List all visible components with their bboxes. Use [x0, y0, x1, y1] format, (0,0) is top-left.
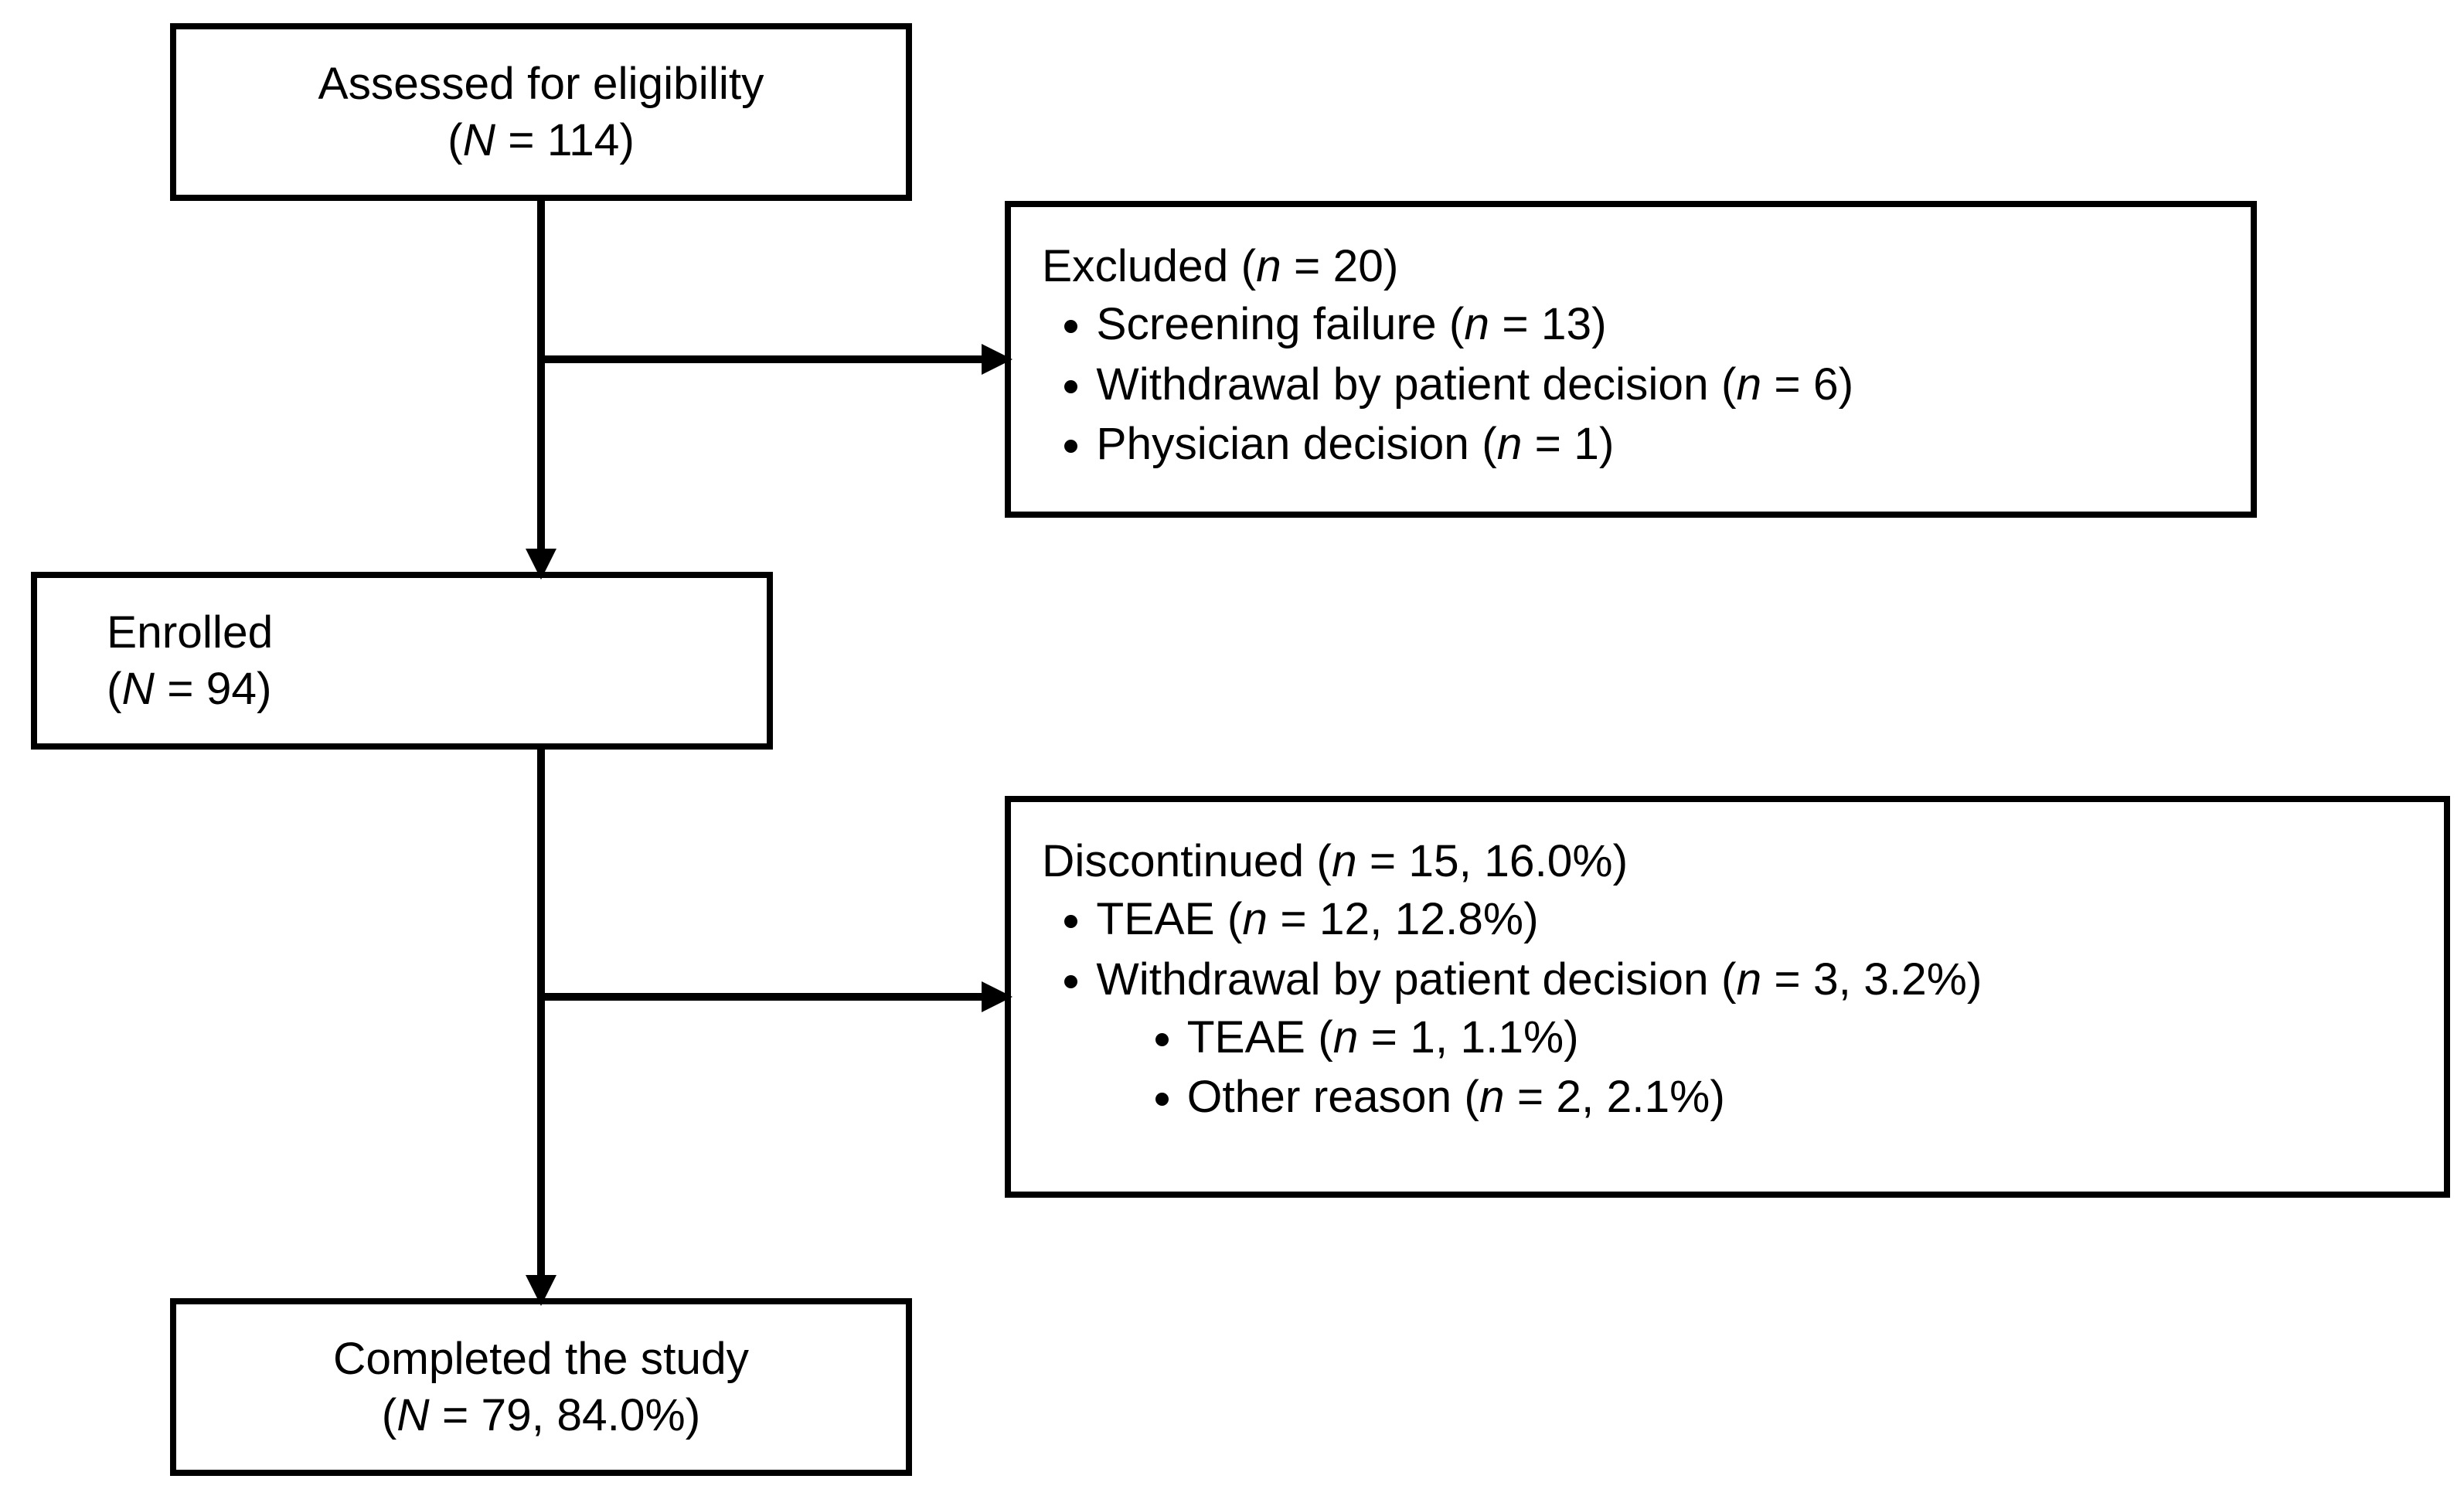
node-excluded: Excluded (n = 20)Screening failure (n = … — [1005, 201, 2257, 518]
bullet-item: Physician decision (n = 1) — [1096, 414, 2220, 474]
node-header: Excluded (n = 20) — [1042, 238, 2220, 294]
node-enrolled: Enrolled(N = 94) — [31, 572, 773, 750]
node-text-line: (N = 79, 84.0%) — [192, 1387, 890, 1443]
node-completed: Completed the study(N = 79, 84.0%) — [170, 1298, 912, 1476]
bullet-sublist: TEAE (n = 1, 1.1%)Other reason (n = 2, 2… — [1096, 1008, 2413, 1127]
node-text-line: (N = 94) — [107, 661, 751, 717]
bullet-subitem: Other reason (n = 2, 2.1%) — [1187, 1067, 2413, 1127]
node-header: Discontinued (n = 15, 16.0%) — [1042, 833, 2413, 889]
node-assessed: Assessed for eligibility(N = 114) — [170, 23, 912, 201]
node-text-line: Assessed for eligibility — [192, 56, 890, 112]
node-text-line: Completed the study — [192, 1331, 890, 1387]
bullet-list: TEAE (n = 12, 12.8%)Withdrawal by patien… — [1042, 889, 2413, 1128]
bullet-subitem: TEAE (n = 1, 1.1%) — [1187, 1008, 2413, 1067]
bullet-item: Withdrawal by patient decision (n = 6) — [1096, 355, 2220, 414]
bullet-item: Screening failure (n = 13) — [1096, 294, 2220, 354]
bullet-item: TEAE (n = 12, 12.8%) — [1096, 889, 2413, 949]
bullet-list: Screening failure (n = 13)Withdrawal by … — [1042, 294, 2220, 474]
flowchart-canvas: Assessed for eligibility(N = 114) Exclude… — [0, 0, 2464, 1496]
node-text-line: (N = 114) — [192, 112, 890, 168]
node-text-line: Enrolled — [107, 604, 751, 661]
node-discontinued: Discontinued (n = 15, 16.0%)TEAE (n = 12… — [1005, 796, 2450, 1198]
bullet-item: Withdrawal by patient decision (n = 3, 3… — [1096, 950, 2413, 1129]
